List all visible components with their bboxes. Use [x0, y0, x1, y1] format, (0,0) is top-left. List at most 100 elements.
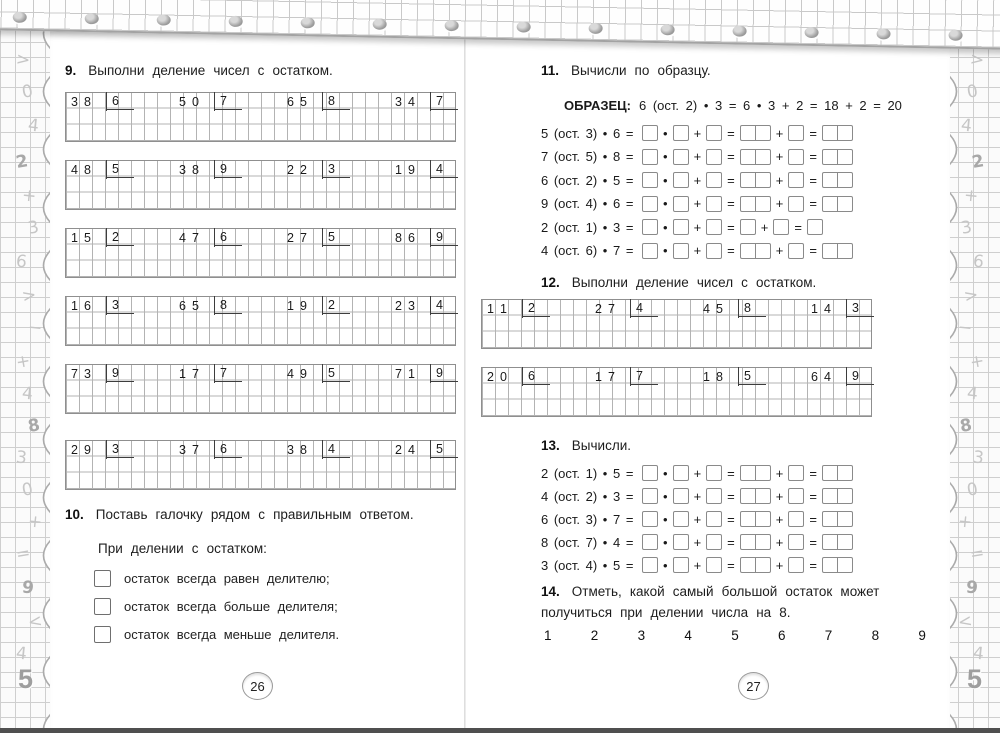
answer-box-wide[interactable] [821, 148, 853, 165]
answer-box[interactable] [672, 195, 689, 212]
answer-box[interactable] [642, 557, 658, 573]
answer-box[interactable] [672, 219, 689, 235]
answer-box[interactable] [706, 219, 723, 235]
remainder-choice[interactable]: 3 [637, 628, 646, 643]
divisor-digit: 3 [107, 441, 134, 458]
remainder-choice[interactable]: 8 [871, 628, 880, 643]
dividend-digit: 9 [84, 442, 91, 457]
division-bracket [106, 160, 107, 179]
answer-box-wide[interactable] [821, 511, 853, 527]
remainder-choice[interactable]: 2 [590, 628, 599, 643]
answer-box[interactable] [788, 172, 805, 188]
answer-box[interactable] [773, 219, 790, 235]
answer-box-wide[interactable] [821, 195, 853, 212]
checkbox[interactable] [94, 598, 111, 615]
remainder-choice[interactable]: 1 [544, 628, 552, 643]
answer-box[interactable] [706, 195, 723, 212]
answer-box[interactable] [672, 125, 689, 141]
division-bracket [106, 296, 107, 315]
answer-box-wide[interactable] [821, 242, 853, 259]
answer-box-wide[interactable] [739, 488, 771, 504]
division-bracket [322, 92, 323, 111]
answer-box[interactable] [642, 534, 658, 550]
answer-box[interactable] [788, 488, 805, 504]
answer-box-wide[interactable] [821, 465, 853, 481]
answer-box-wide[interactable] [739, 511, 771, 527]
answer-box[interactable] [642, 242, 658, 259]
answer-box[interactable] [672, 557, 689, 573]
answer-option: остаток всегда меньше делителя. [94, 626, 339, 643]
remainder-choice[interactable]: 9 [918, 628, 926, 643]
checkbox[interactable] [94, 570, 111, 587]
checkbox[interactable] [94, 626, 111, 643]
answer-box-wide[interactable] [821, 125, 853, 141]
answer-box-wide[interactable] [739, 557, 771, 573]
answer-box-wide[interactable] [739, 172, 771, 188]
answer-box[interactable] [788, 125, 805, 141]
answer-box-wide[interactable] [821, 172, 853, 188]
answer-box[interactable] [642, 148, 658, 165]
answer-box[interactable] [706, 557, 723, 573]
answer-box[interactable] [672, 488, 689, 504]
answer-box[interactable] [672, 534, 689, 550]
answer-box-wide[interactable] [739, 534, 771, 550]
answer-box[interactable] [788, 148, 805, 165]
answer-box[interactable] [706, 534, 723, 550]
answer-box[interactable] [642, 195, 658, 212]
answer-box[interactable] [642, 511, 658, 527]
answer-box[interactable] [672, 511, 689, 527]
remainder-choice[interactable]: 5 [731, 628, 739, 643]
answer-box-wide[interactable] [821, 534, 853, 550]
answer-box[interactable] [672, 465, 689, 481]
answer-box[interactable] [642, 488, 658, 504]
remainder-choice[interactable]: 6 [777, 628, 786, 643]
answer-box[interactable] [788, 511, 805, 527]
answer-box[interactable] [788, 195, 805, 212]
answer-box[interactable] [788, 534, 805, 550]
answer-box[interactable] [672, 148, 689, 165]
answer-box-wide[interactable] [739, 148, 771, 165]
answer-box[interactable] [788, 557, 805, 573]
answer-box[interactable] [642, 125, 658, 141]
answer-box[interactable] [788, 242, 805, 259]
answer-box[interactable] [672, 172, 689, 188]
answer-box[interactable] [706, 511, 723, 527]
answer-box[interactable] [642, 172, 658, 188]
division-bracket [214, 296, 215, 315]
answer-box-wide[interactable] [821, 488, 853, 504]
answer-option: остаток всегда равен делителю; [94, 570, 330, 587]
answer-box-wide[interactable] [739, 195, 771, 212]
answer-box-wide[interactable] [821, 557, 853, 573]
answer-box[interactable] [706, 242, 723, 259]
answer-box[interactable] [706, 172, 723, 188]
ex12-number: 12. [541, 275, 560, 290]
remainder-choice[interactable]: 7 [824, 628, 833, 643]
answer-box[interactable] [672, 242, 689, 259]
divisor-digit: 9 [431, 365, 458, 382]
answer-box[interactable] [706, 488, 723, 504]
answer-box-wide[interactable] [739, 125, 771, 141]
answer-box[interactable] [642, 219, 658, 235]
answer-box[interactable] [706, 465, 723, 481]
answer-box-wide[interactable] [739, 465, 771, 481]
answer-box[interactable] [642, 465, 658, 481]
answer-box[interactable] [788, 465, 805, 481]
plus-op: + [775, 196, 784, 211]
answer-box[interactable] [706, 125, 723, 141]
answer-box[interactable] [806, 219, 823, 235]
answer-box-wide[interactable] [739, 242, 771, 259]
answer-box[interactable] [706, 148, 723, 165]
multiply-op: • [663, 219, 668, 235]
remainder-choice[interactable]: 4 [684, 628, 692, 643]
divisor-digit: 4 [631, 300, 658, 317]
answer-box[interactable] [739, 219, 756, 235]
